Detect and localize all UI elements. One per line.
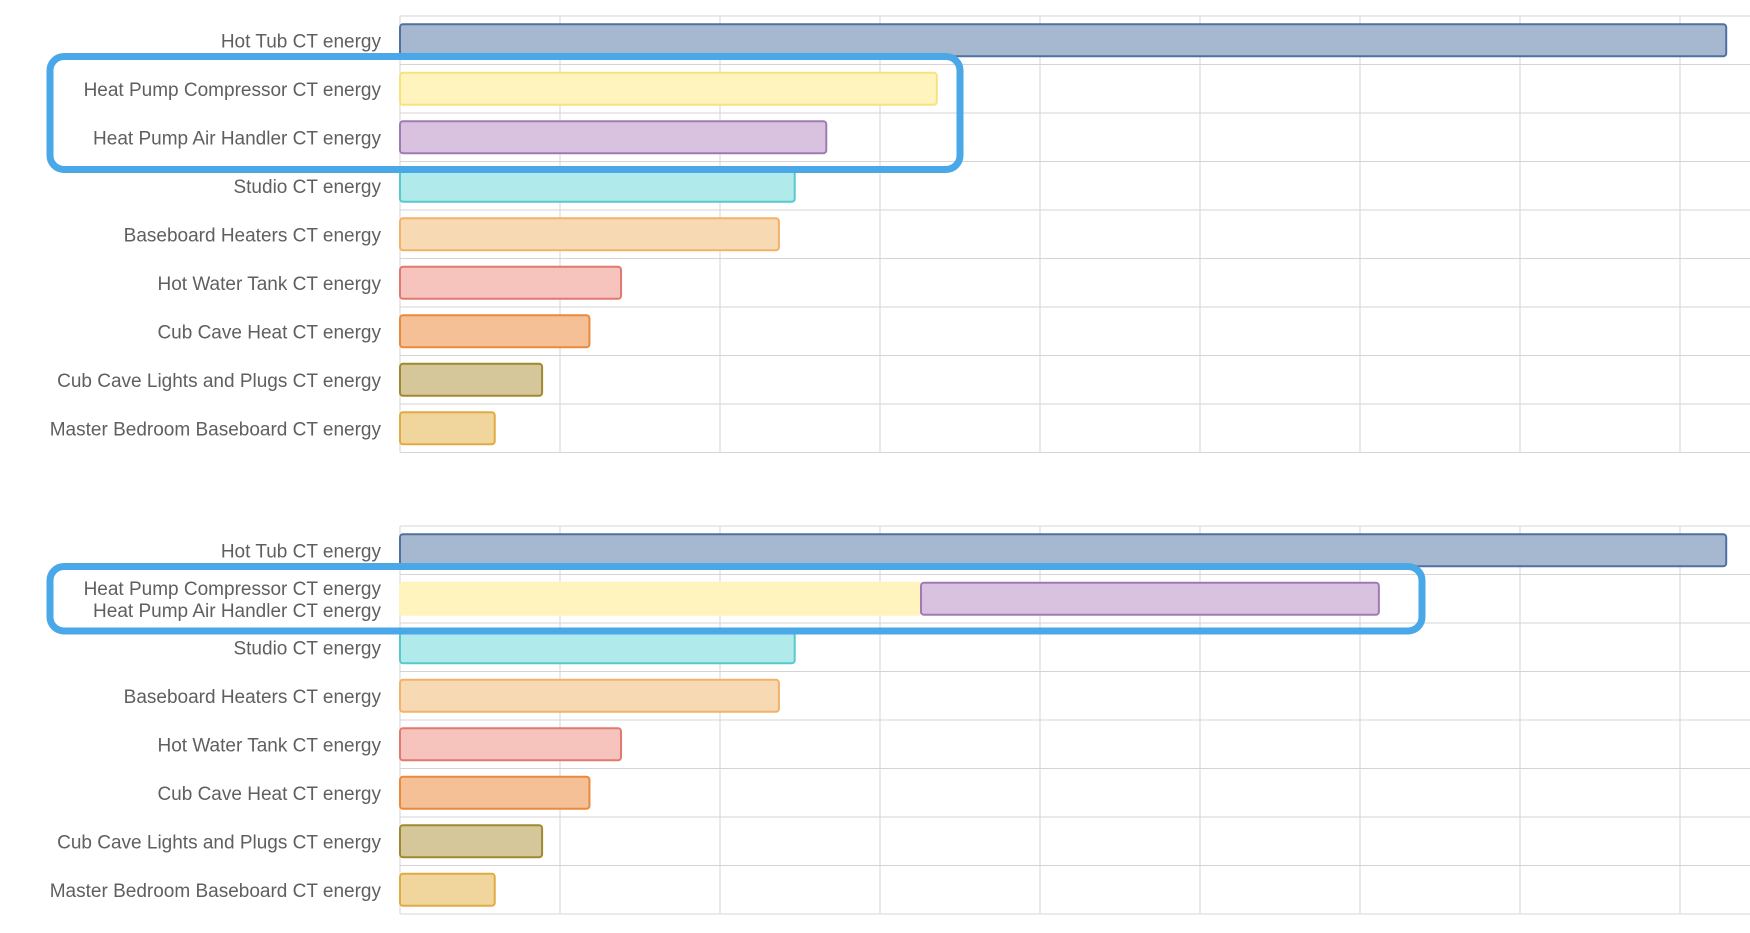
category-label: Cub Cave Heat CT energy — [157, 784, 381, 805]
bar-segment — [399, 630, 796, 665]
bar — [399, 23, 1728, 58]
category-label: Baseboard Heaters CT energy — [124, 225, 382, 246]
category-label: Studio CT energy — [233, 177, 381, 198]
bar-segment — [399, 775, 591, 810]
bar — [399, 217, 780, 252]
bar-segment — [399, 678, 780, 713]
highlight-box — [46, 53, 964, 173]
bar-segment — [920, 581, 1380, 616]
bar-segment — [399, 581, 923, 616]
category-label: Master Bedroom Baseboard CT energy — [50, 419, 382, 440]
category-label: Cub Cave Lights and Plugs CT energy — [57, 832, 381, 853]
chart-1: Hot Tub CT energy Heat Pump Compressor CT… — [46, 15, 1750, 453]
category-label: Studio CT energy — [233, 638, 381, 659]
bar-segment — [399, 533, 1728, 568]
bar — [399, 411, 496, 446]
category-label: Heat Pump Compressor CT energy — [84, 579, 382, 600]
category-label: Heat Pump Compressor CT energy — [84, 80, 382, 101]
category-label: Master Bedroom Baseboard CT energy — [50, 881, 382, 902]
bar — [399, 362, 544, 397]
bar-segment — [399, 872, 496, 907]
bar — [399, 120, 828, 155]
bar — [399, 265, 623, 300]
highlight-box — [46, 563, 1426, 635]
category-label: Hot Tub CT energy — [221, 31, 382, 52]
category-label: Heat Pump Air Handler CT energy — [93, 601, 381, 622]
chart-2: Hot Tub CT energy Heat Pump Compressor CT… — [46, 525, 1750, 915]
bar — [399, 168, 796, 203]
category-label: Heat Pump Air Handler CT energy — [93, 128, 381, 149]
category-label: Hot Water Tank CT energy — [157, 274, 381, 295]
category-label: Hot Water Tank CT energy — [157, 735, 381, 756]
bar-segment — [399, 824, 544, 859]
category-label: Cub Cave Heat CT energy — [157, 322, 381, 343]
category-label: Cub Cave Lights and Plugs CT energy — [57, 371, 381, 392]
bar — [399, 314, 591, 349]
bar-segment — [399, 727, 623, 762]
category-label: Baseboard Heaters CT energy — [124, 687, 382, 708]
category-label: Hot Tub CT energy — [221, 541, 382, 562]
bar — [399, 71, 938, 106]
